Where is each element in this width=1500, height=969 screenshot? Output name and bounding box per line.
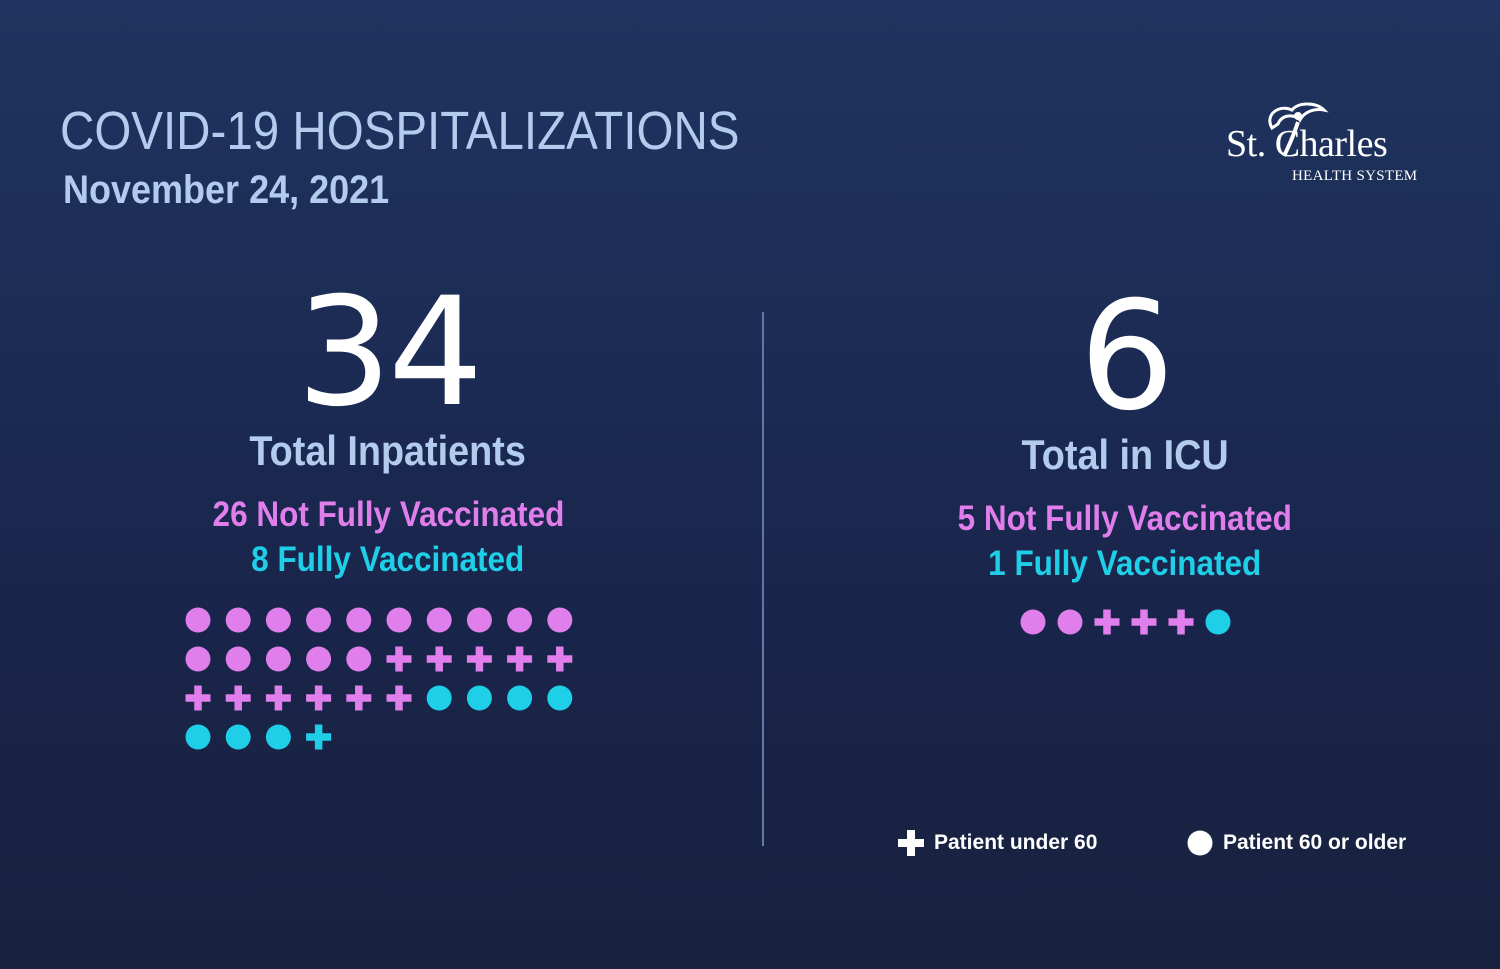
inpatient-icon-cross-not-fully-vaccinated <box>507 646 533 672</box>
inpatient-icon-circle-fully-vaccinated <box>185 724 211 750</box>
legend-circle-label: Patient 60 or older <box>1223 831 1407 854</box>
inpatient-icon-cross-not-fully-vaccinated <box>346 685 372 711</box>
inpatient-icon-cross-not-fully-vaccinated <box>466 646 492 672</box>
inpatient-icon-cross-not-fully-vaccinated <box>306 685 332 711</box>
inpatient-icon-cross-not-fully-vaccinated <box>426 646 452 672</box>
inpatient-icon-circle-fully-vaccinated <box>265 724 291 750</box>
inpatients-icon-grid <box>185 607 573 750</box>
icu-label: Total in ICU <box>1021 431 1229 478</box>
icu-icon-circle-not-fully-vaccinated <box>1057 609 1083 635</box>
icu-total: 6 <box>1079 270 1174 444</box>
inpatient-icon-circle-fully-vaccinated <box>547 685 573 711</box>
inpatient-icon-circle-not-fully-vaccinated <box>466 607 492 633</box>
inpatient-icon-circle-not-fully-vaccinated <box>265 607 291 633</box>
inpatient-icon-circle-not-fully-vaccinated <box>507 607 533 633</box>
inpatient-icon-circle-not-fully-vaccinated <box>225 607 251 633</box>
inpatients-label: Total Inpatients <box>249 427 527 474</box>
inpatient-icon-circle-not-fully-vaccinated <box>225 646 251 672</box>
inpatient-icon-circle-not-fully-vaccinated <box>306 646 332 672</box>
inpatient-icon-circle-fully-vaccinated <box>507 685 533 711</box>
logo: St. Charles HEALTH SYSTEM <box>1226 100 1436 190</box>
inpatient-icon-cross-not-fully-vaccinated <box>185 685 211 711</box>
inpatient-icon-circle-not-fully-vaccinated <box>265 646 291 672</box>
logo-subtitle: HEALTH SYSTEM <box>1292 168 1418 184</box>
legend-cross: Patient under 60 <box>898 830 1097 856</box>
inpatient-icon-cross-not-fully-vaccinated <box>265 685 291 711</box>
inpatients-fully-vaccinated: 8 Fully Vaccinated <box>251 540 525 579</box>
icu-icon-circle-not-fully-vaccinated <box>1020 609 1046 635</box>
inpatient-icon-cross-not-fully-vaccinated <box>386 646 412 672</box>
icu-icon-cross-not-fully-vaccinated <box>1094 609 1120 635</box>
inpatient-icon-cross-not-fully-vaccinated <box>225 685 251 711</box>
inpatient-icon-circle-not-fully-vaccinated <box>346 646 372 672</box>
inpatient-icon-cross-not-fully-vaccinated <box>386 685 412 711</box>
circle-icon <box>1187 830 1213 856</box>
icu-icon-cross-not-fully-vaccinated <box>1131 609 1157 635</box>
inpatients-not-fully-vaccinated: 26 Not Fully Vaccinated <box>212 495 564 534</box>
inpatients-total: 34 <box>296 266 484 440</box>
page-title: COVID-19 HOSPITALIZATIONS <box>60 101 740 161</box>
inpatient-icon-circle-fully-vaccinated <box>225 724 251 750</box>
logo-name: St. Charles <box>1226 123 1388 165</box>
icu-icon-grid <box>1020 609 1231 635</box>
inpatient-icon-cross-not-fully-vaccinated <box>547 646 573 672</box>
inpatient-icon-circle-not-fully-vaccinated <box>346 607 372 633</box>
inpatient-icon-circle-not-fully-vaccinated <box>185 646 211 672</box>
icu-not-fully-vaccinated: 5 Not Fully Vaccinated <box>957 499 1293 538</box>
inpatient-icon-circle-fully-vaccinated <box>426 685 452 711</box>
legend-cross-label: Patient under 60 <box>934 831 1098 854</box>
inpatient-icon-circle-not-fully-vaccinated <box>547 607 573 633</box>
legend-circle: Patient 60 or older <box>1187 830 1406 856</box>
inpatient-icon-circle-not-fully-vaccinated <box>185 607 211 633</box>
inpatient-icon-cross-fully-vaccinated <box>306 724 332 750</box>
inpatient-icon-circle-fully-vaccinated <box>466 685 492 711</box>
icu-icon-circle-fully-vaccinated <box>1205 609 1231 635</box>
panel-divider <box>762 312 764 846</box>
cross-icon <box>898 830 924 856</box>
inpatient-icon-circle-not-fully-vaccinated <box>306 607 332 633</box>
logo-figure-icon <box>1268 102 1329 157</box>
inpatient-icon-circle-not-fully-vaccinated <box>386 607 412 633</box>
inpatient-icon-circle-not-fully-vaccinated <box>426 607 452 633</box>
icu-icon-cross-not-fully-vaccinated <box>1168 609 1194 635</box>
icu-fully-vaccinated: 1 Fully Vaccinated <box>988 544 1262 583</box>
icu-panel: 6 Total in ICU 5 Not Fully Vaccinated 1 … <box>925 282 1325 586</box>
report-date: November 24, 2021 <box>63 168 390 212</box>
inpatients-panel: 34 Total Inpatients 26 Not Fully Vaccina… <box>188 278 588 582</box>
